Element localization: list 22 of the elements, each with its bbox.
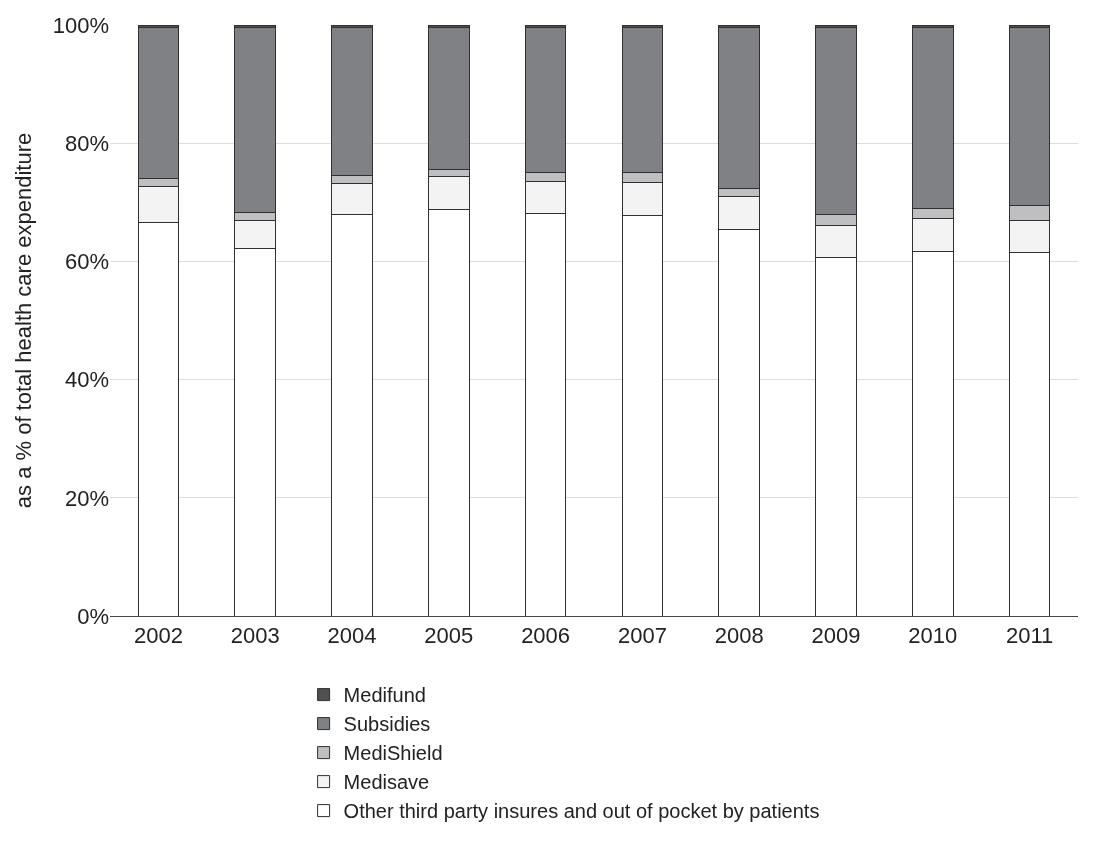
- legend-label: Medisave: [343, 771, 430, 794]
- y-tick-label: 80%: [64, 130, 109, 156]
- legend-label: Medifund: [343, 684, 426, 707]
- x-tick-label: 2009: [811, 623, 861, 649]
- x-tick-label: 2006: [521, 623, 571, 649]
- legend-label: MediShield: [343, 742, 443, 765]
- x-tick-label: 2011: [1005, 623, 1054, 649]
- x-tick-label: 2004: [327, 623, 377, 649]
- x-tick-label: 2010: [908, 623, 958, 649]
- legend-label: Other third party insures and out of pocket by patients: [343, 800, 820, 823]
- y-tick-label: 0%: [77, 603, 109, 629]
- y-tick-label: 60%: [64, 249, 109, 275]
- x-tick-label: 2005: [424, 623, 474, 649]
- x-tick-label: 2007: [617, 623, 667, 649]
- legend-label: Subsidies: [343, 713, 431, 736]
- y-tick-label: 20%: [64, 485, 109, 511]
- x-tick-label: 2008: [714, 623, 764, 649]
- x-tick-label: 2002: [133, 623, 183, 649]
- y-tick-label: 100%: [52, 12, 109, 38]
- y-axis-title: as a % of total health care expenditure: [10, 132, 36, 509]
- x-tick-label: 2003: [230, 623, 280, 649]
- y-tick-label: 40%: [64, 367, 109, 393]
